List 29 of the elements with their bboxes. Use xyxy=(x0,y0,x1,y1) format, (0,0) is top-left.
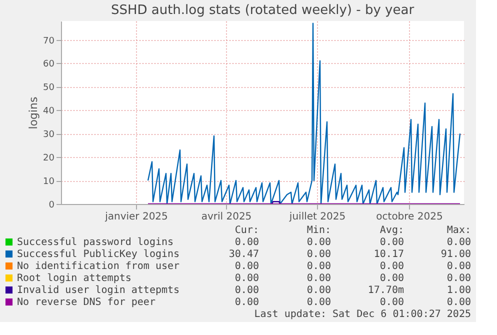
text: 0.00 0.00 17.70m 1.00 xyxy=(234,285,471,296)
x-tick-label: octobre 2025 xyxy=(376,212,443,222)
x-tick-label: janvier 2025 xyxy=(104,212,168,222)
y-tick-label: 60 xyxy=(43,60,55,70)
x-tick-label: avril 2025 xyxy=(201,212,252,222)
legend-label: Invalid user login attepmts xyxy=(17,285,180,296)
legend-label: Successful PublicKey logins xyxy=(17,249,180,260)
line-series xyxy=(147,22,461,204)
y-tick-label: 20 xyxy=(43,154,55,164)
chart-title: SSHD auth.log stats (rotated weekly) - by year xyxy=(110,3,415,18)
y-tick-label: 50 xyxy=(43,83,55,94)
text: 30.47 0.00 10.17 91.00 xyxy=(228,249,471,260)
y-tick-label: 70 xyxy=(43,36,55,46)
text: Cur: Min: Avg: Max: xyxy=(234,225,471,236)
legend-label: No reverse DNS for peer xyxy=(17,297,156,308)
text: 0.00 0.00 0.00 0.00 xyxy=(234,237,471,248)
legend-label: Successful password logins xyxy=(17,237,174,248)
y-tick-label: 30 xyxy=(43,130,55,140)
y-axis-title: logins xyxy=(27,96,40,130)
legend-label: Root login attempts xyxy=(17,273,132,284)
text: Last update: Sat Dec 6 01:00:27 2025 xyxy=(254,309,471,320)
text: 0.00 0.00 0.00 0.00 xyxy=(234,297,471,308)
text: 0.00 0.00 0.00 0.00 xyxy=(234,261,471,272)
legend-label: No identification from user xyxy=(17,261,180,272)
y-tick-label: 10 xyxy=(43,177,55,188)
text: 0.00 0.00 0.00 0.00 xyxy=(234,273,471,284)
y-tick-label: 40 xyxy=(43,106,55,117)
y-tick-label: 0 xyxy=(48,200,55,210)
x-tick-label: juillet 2025 xyxy=(288,212,346,222)
